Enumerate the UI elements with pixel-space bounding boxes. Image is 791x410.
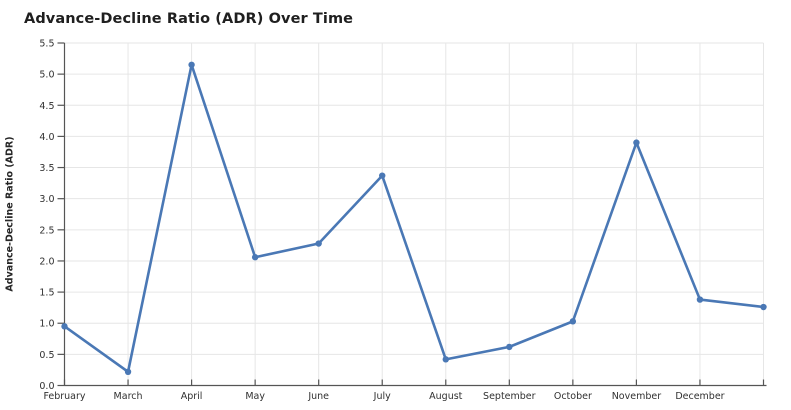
x-tick-label: March bbox=[114, 391, 143, 402]
chart-title: Advance-Decline Ratio (ADR) Over Time bbox=[24, 11, 354, 27]
x-tick-label: April bbox=[181, 391, 203, 402]
x-tick-label: August bbox=[429, 391, 463, 402]
y-tick-label: 4.5 bbox=[39, 101, 54, 112]
data-point bbox=[315, 240, 322, 247]
y-tick-label: 3.0 bbox=[39, 194, 54, 205]
y-tick-label: 5.5 bbox=[39, 39, 54, 50]
x-tick-label: October bbox=[554, 391, 592, 402]
data-point bbox=[569, 318, 577, 325]
x-tick-label: September bbox=[483, 391, 536, 402]
data-point bbox=[760, 303, 767, 311]
y-tick-label: 1.5 bbox=[39, 288, 54, 299]
data-point bbox=[506, 343, 513, 351]
series-line bbox=[63, 63, 765, 374]
data-point bbox=[251, 254, 259, 261]
axes bbox=[57, 42, 767, 387]
y-axis-title: Advance-Decline Ratio (ADR) bbox=[4, 136, 16, 292]
x-tick-label: November bbox=[612, 391, 662, 402]
y-tick-label: 2.5 bbox=[39, 225, 54, 236]
x-tick-label: May bbox=[245, 391, 265, 402]
x-tick-label: February bbox=[43, 391, 85, 402]
data-point bbox=[379, 172, 386, 179]
data-point bbox=[633, 139, 640, 146]
x-tick-label: July bbox=[373, 391, 391, 402]
y-tick-label: 0.0 bbox=[39, 381, 54, 392]
y-tick-label: 5.0 bbox=[39, 70, 54, 81]
y-tick-label: 4.0 bbox=[39, 132, 54, 143]
x-tick-label: December bbox=[675, 391, 724, 402]
y-tick-label: 0.5 bbox=[39, 350, 54, 361]
data-point bbox=[442, 356, 449, 363]
adr-series bbox=[61, 61, 767, 375]
data-point bbox=[696, 296, 704, 303]
x-tick-label: June bbox=[307, 391, 329, 402]
y-tick-label: 3.5 bbox=[39, 163, 54, 174]
y-tick-label: 1.0 bbox=[39, 319, 54, 330]
y-tick-label: 2.0 bbox=[39, 256, 54, 267]
data-point bbox=[61, 323, 68, 330]
data-point bbox=[124, 368, 132, 375]
tick-labels: 0.0 0.5 1.0 1.5 2.0 2.5 3.0 3.5 4.0 4.5 5.0 5.5 Febr… bbox=[39, 39, 724, 403]
data-point bbox=[188, 61, 195, 68]
gridlines bbox=[64, 42, 764, 386]
